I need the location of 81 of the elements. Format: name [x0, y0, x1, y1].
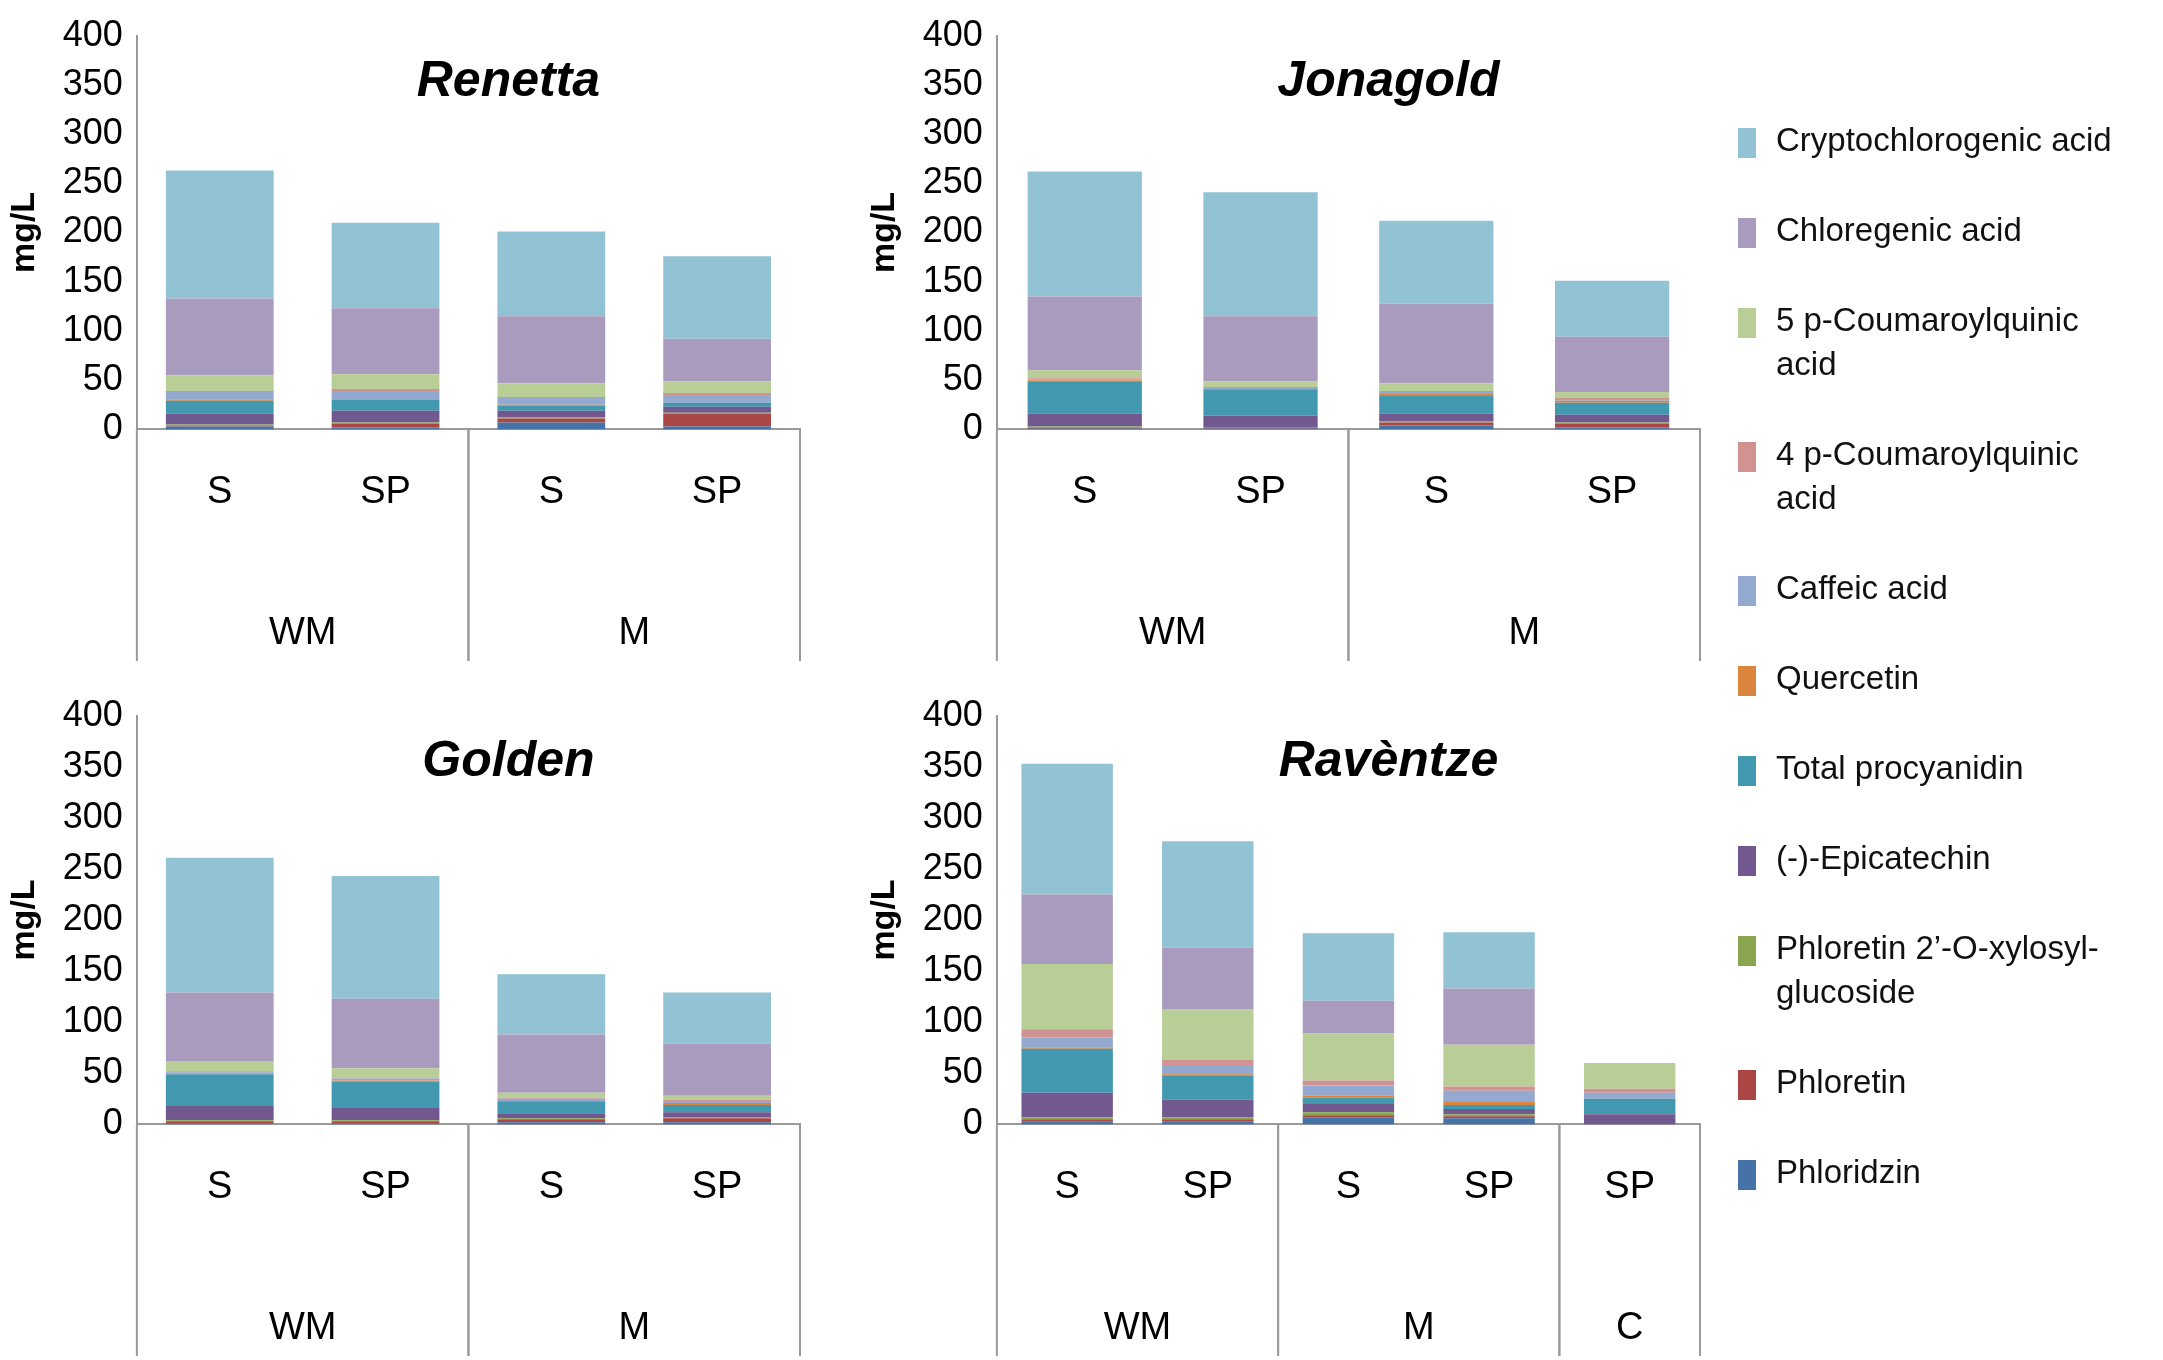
- x-tick-label: SP: [360, 468, 411, 511]
- y-tick-label: 50: [82, 357, 123, 399]
- y-axis-title: mg/L: [2, 879, 41, 961]
- x-tick-label: SP: [1182, 1163, 1234, 1206]
- x-tick-label: SP: [1604, 1163, 1656, 1206]
- text: M: [1402, 1305, 1435, 1348]
- x-tick-label: SP: [1586, 468, 1638, 511]
- x-tick-label: SP: [1463, 1163, 1515, 1206]
- chart-title: Golden: [422, 731, 595, 788]
- y-tick-label: 100: [922, 999, 983, 1041]
- x-tick-label: S: [1072, 468, 1098, 511]
- x-tick-label: SP: [360, 1163, 411, 1206]
- text: WM: [1138, 610, 1207, 653]
- y-tick-label: 250: [922, 845, 983, 887]
- y-tick-label: 100: [922, 307, 983, 349]
- y-tick-label: 50: [942, 357, 983, 399]
- y-tick-label: 400: [62, 692, 123, 734]
- legend-label: (-)-Epicatechin: [1776, 838, 1991, 878]
- x-tick-label: SP: [1235, 468, 1286, 511]
- y-tick-label: 250: [62, 160, 123, 202]
- y-tick-label: 50: [82, 1050, 123, 1092]
- legend-label: Phloretin: [1776, 1062, 1907, 1102]
- y-tick-label: 150: [922, 258, 983, 300]
- text: WM: [268, 610, 337, 653]
- y-tick-label: 150: [922, 948, 983, 990]
- x-tick-label: SP: [691, 1163, 743, 1206]
- chart-title: Ravèntze: [1278, 731, 1499, 788]
- y-tick-label: 0: [962, 1101, 983, 1143]
- y-axis-title: mg/L: [862, 879, 901, 961]
- y-tick-label: 200: [62, 896, 123, 938]
- y-tick-label: 300: [922, 110, 983, 152]
- y-tick-label: 350: [922, 61, 983, 103]
- y-tick-label: 250: [922, 160, 983, 202]
- chart-title: Jonagold: [1277, 51, 1501, 108]
- text: WM: [1103, 1305, 1172, 1348]
- y-tick-label: 150: [62, 258, 123, 300]
- y-tick-label: 250: [62, 845, 123, 887]
- y-tick-label: 350: [922, 743, 983, 785]
- x-tick-label: S: [1423, 468, 1449, 511]
- x-tick-label: S: [207, 1163, 233, 1206]
- legend-label: Quercetin: [1776, 658, 1920, 698]
- legend-label: Phloretin 2’-O-xylosyl-glucoside: [1776, 928, 2100, 1012]
- y-axis-title: mg/L: [2, 191, 41, 274]
- legend-label: Phloridzin: [1776, 1152, 1921, 1192]
- y-tick-label: 0: [102, 406, 123, 448]
- text: C: [1615, 1305, 1644, 1348]
- y-tick-label: 0: [962, 406, 983, 448]
- y-axis-title: mg/L: [862, 191, 901, 274]
- y-tick-label: 350: [62, 61, 123, 103]
- y-tick-label: 0: [102, 1101, 123, 1143]
- y-tick-label: 200: [922, 209, 983, 251]
- y-tick-label: 200: [62, 209, 123, 251]
- x-tick-label: S: [538, 468, 564, 511]
- text: WM: [268, 1305, 337, 1348]
- y-tick-label: 50: [942, 1050, 983, 1092]
- y-tick-label: 400: [922, 12, 983, 54]
- x-tick-label: S: [1335, 1163, 1362, 1206]
- legend-label: Chloregenic acid: [1776, 210, 2022, 250]
- y-tick-label: 350: [62, 743, 123, 785]
- legend-label: 5 p-Coumaroylquinic acid: [1776, 300, 2080, 384]
- legend-label: Cryptochlorogenic acid: [1776, 120, 2112, 160]
- x-tick-label: S: [538, 1163, 564, 1206]
- y-tick-label: 100: [62, 999, 123, 1041]
- x-tick-label: SP: [691, 468, 743, 511]
- y-tick-label: 300: [62, 110, 123, 152]
- chart-title: Renetta: [416, 51, 601, 108]
- y-tick-label: 100: [62, 307, 123, 349]
- text: M: [618, 610, 651, 653]
- y-tick-label: 300: [922, 794, 983, 836]
- y-tick-label: 400: [922, 692, 983, 734]
- y-tick-label: 200: [922, 896, 983, 938]
- legend-label: Caffeic acid: [1776, 568, 1948, 608]
- x-tick-label: S: [1054, 1163, 1080, 1206]
- y-tick-label: 400: [62, 12, 123, 54]
- text: M: [618, 1305, 651, 1348]
- legend-label: Total procyanidin: [1776, 748, 2024, 788]
- legend-label: 4 p-Coumaroylquinic acid: [1776, 434, 2080, 518]
- y-tick-label: 300: [62, 794, 123, 836]
- x-tick-label: S: [207, 468, 233, 511]
- y-tick-label: 150: [62, 948, 123, 990]
- text: M: [1508, 610, 1541, 653]
